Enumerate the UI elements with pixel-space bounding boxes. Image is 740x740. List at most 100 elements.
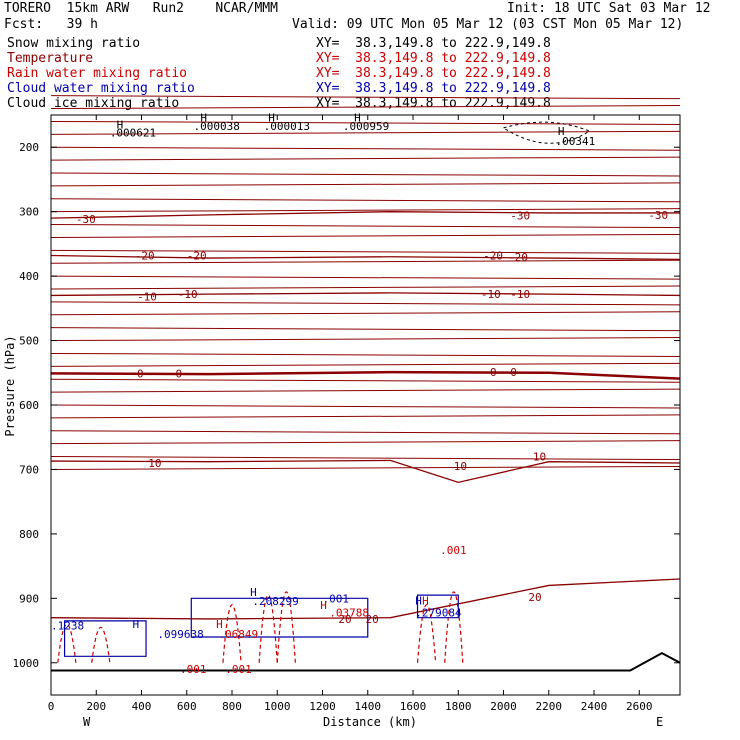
x-tick-label: 2600	[626, 700, 653, 713]
extremum-label: H	[558, 125, 565, 138]
rain-contour	[91, 627, 111, 663]
contour-label: .06849	[218, 628, 258, 641]
isotherm-line	[50, 404, 681, 409]
contour-label: .1238	[51, 619, 84, 632]
temperature-series--30	[50, 211, 680, 219]
contour-label: 0	[175, 367, 182, 380]
isotherm-line	[50, 130, 681, 135]
isotherm-line	[50, 430, 681, 435]
contour-label: -20	[135, 249, 155, 262]
isotherm-line	[50, 156, 681, 161]
isotherm-line	[50, 378, 681, 383]
contour-label: -30	[510, 210, 530, 223]
legend-temperature-xy: XY= 38.3,149.8 to 222.9,149.8	[316, 51, 551, 66]
contour-label: .279084	[415, 607, 462, 620]
isotherm-line	[50, 95, 681, 100]
isotherm-line	[50, 414, 681, 419]
contour-label: 10	[148, 457, 161, 470]
contour-label: .03788	[329, 607, 369, 620]
contour-label: .001	[225, 663, 252, 676]
extremum-label: H	[250, 586, 257, 599]
x-tick-label: 2400	[581, 700, 608, 713]
extremum-label: H	[422, 594, 429, 607]
extremum-label: H	[132, 618, 139, 631]
contour-label: 10	[454, 460, 467, 473]
legend-rain: Rain water mixing ratio	[7, 66, 188, 81]
contour-label: -10	[510, 288, 530, 301]
contour-label: .000959	[343, 120, 389, 133]
cloud-water-contour	[416, 594, 459, 619]
contour-label: 20	[366, 613, 379, 626]
rain-contour	[258, 594, 278, 663]
cloud-water-contour	[63, 620, 147, 657]
extremum-label: H	[117, 119, 124, 132]
y-tick-label: 900	[19, 592, 39, 605]
contour-label: .001	[323, 592, 350, 605]
contour-label: -20	[187, 249, 207, 262]
x-tick-label: 1200	[309, 700, 336, 713]
contour-label: .00341	[556, 135, 596, 148]
isotherm-line	[50, 182, 681, 187]
rain-contour	[222, 604, 242, 663]
contour-label: 10	[533, 451, 546, 464]
terrain-line	[51, 651, 681, 672]
x-right-end-label: E	[656, 715, 663, 729]
valid-time: Valid: 09 UTC Mon 05 Mar 12 (03 CST Mon …	[292, 17, 684, 32]
y-tick-label: 600	[19, 399, 39, 412]
y-tick-label: 300	[19, 206, 39, 219]
extremum-label: H	[268, 112, 275, 125]
legend-cloud-water: Cloud water mixing ratio	[7, 81, 195, 96]
isotherm-line	[50, 208, 681, 213]
isotherm-line	[50, 440, 681, 445]
temperature-series-20	[50, 578, 681, 620]
isotherm-line	[50, 337, 681, 342]
x-axis-title: Distance (km)	[323, 715, 417, 729]
temperature-series--10	[50, 292, 681, 297]
legend-rain-xy: XY= 38.3,149.8 to 222.9,149.8	[316, 66, 551, 81]
contour-label: -20	[508, 251, 528, 264]
x-tick-label: 400	[132, 700, 152, 713]
temperature-series-0	[50, 370, 681, 380]
contour-label: -10	[178, 288, 198, 301]
isotherm-line	[50, 327, 681, 332]
contour-label: -30	[648, 209, 668, 222]
contour-label: -10	[137, 291, 157, 304]
model-title: TORERO 15km ARW Run2 NCAR/MMM	[4, 1, 278, 16]
contour-label: 20	[338, 613, 351, 626]
extremum-label: H	[216, 618, 223, 631]
cloud-water-contour	[190, 597, 369, 638]
contour-label: .000038	[194, 120, 240, 133]
contour-label: .099638	[157, 628, 203, 641]
x-left-end-label: W	[83, 715, 91, 729]
isotherm-line	[50, 259, 681, 264]
legend-cloud-water-xy: XY= 38.3,149.8 to 222.9,149.8	[316, 81, 551, 96]
y-tick-label: 1000	[13, 657, 40, 670]
y-tick-label: 400	[19, 270, 39, 283]
legend-snow-xy: XY= 38.3,149.8 to 222.9,149.8	[316, 36, 551, 51]
y-tick-label: 800	[19, 528, 39, 541]
isotherm-line	[50, 388, 681, 393]
rain-contour	[444, 591, 464, 663]
contour-label: .000013	[264, 120, 310, 133]
isotherm-line	[50, 172, 681, 177]
isotherm-line	[50, 362, 681, 367]
y-tick-label: 700	[19, 463, 39, 476]
extremum-label: H	[200, 112, 207, 125]
x-tick-label: 2200	[536, 700, 563, 713]
isotherm-line	[50, 224, 681, 229]
x-tick-label: 800	[222, 700, 242, 713]
contour-label: .001	[440, 544, 467, 557]
isotherm-line	[50, 249, 681, 254]
rain-contour	[57, 623, 77, 663]
x-tick-label: 2000	[490, 700, 517, 713]
rain-contour	[276, 591, 296, 663]
temperature-series--20	[50, 254, 681, 261]
temperature-series-10	[50, 459, 681, 484]
isotherm-line	[50, 275, 681, 280]
contour-label: 0	[490, 366, 497, 379]
x-tick-label: 1800	[445, 700, 472, 713]
y-tick-label: 500	[19, 335, 39, 348]
extremum-label: H	[354, 112, 361, 125]
contour-label: -10	[481, 288, 501, 301]
